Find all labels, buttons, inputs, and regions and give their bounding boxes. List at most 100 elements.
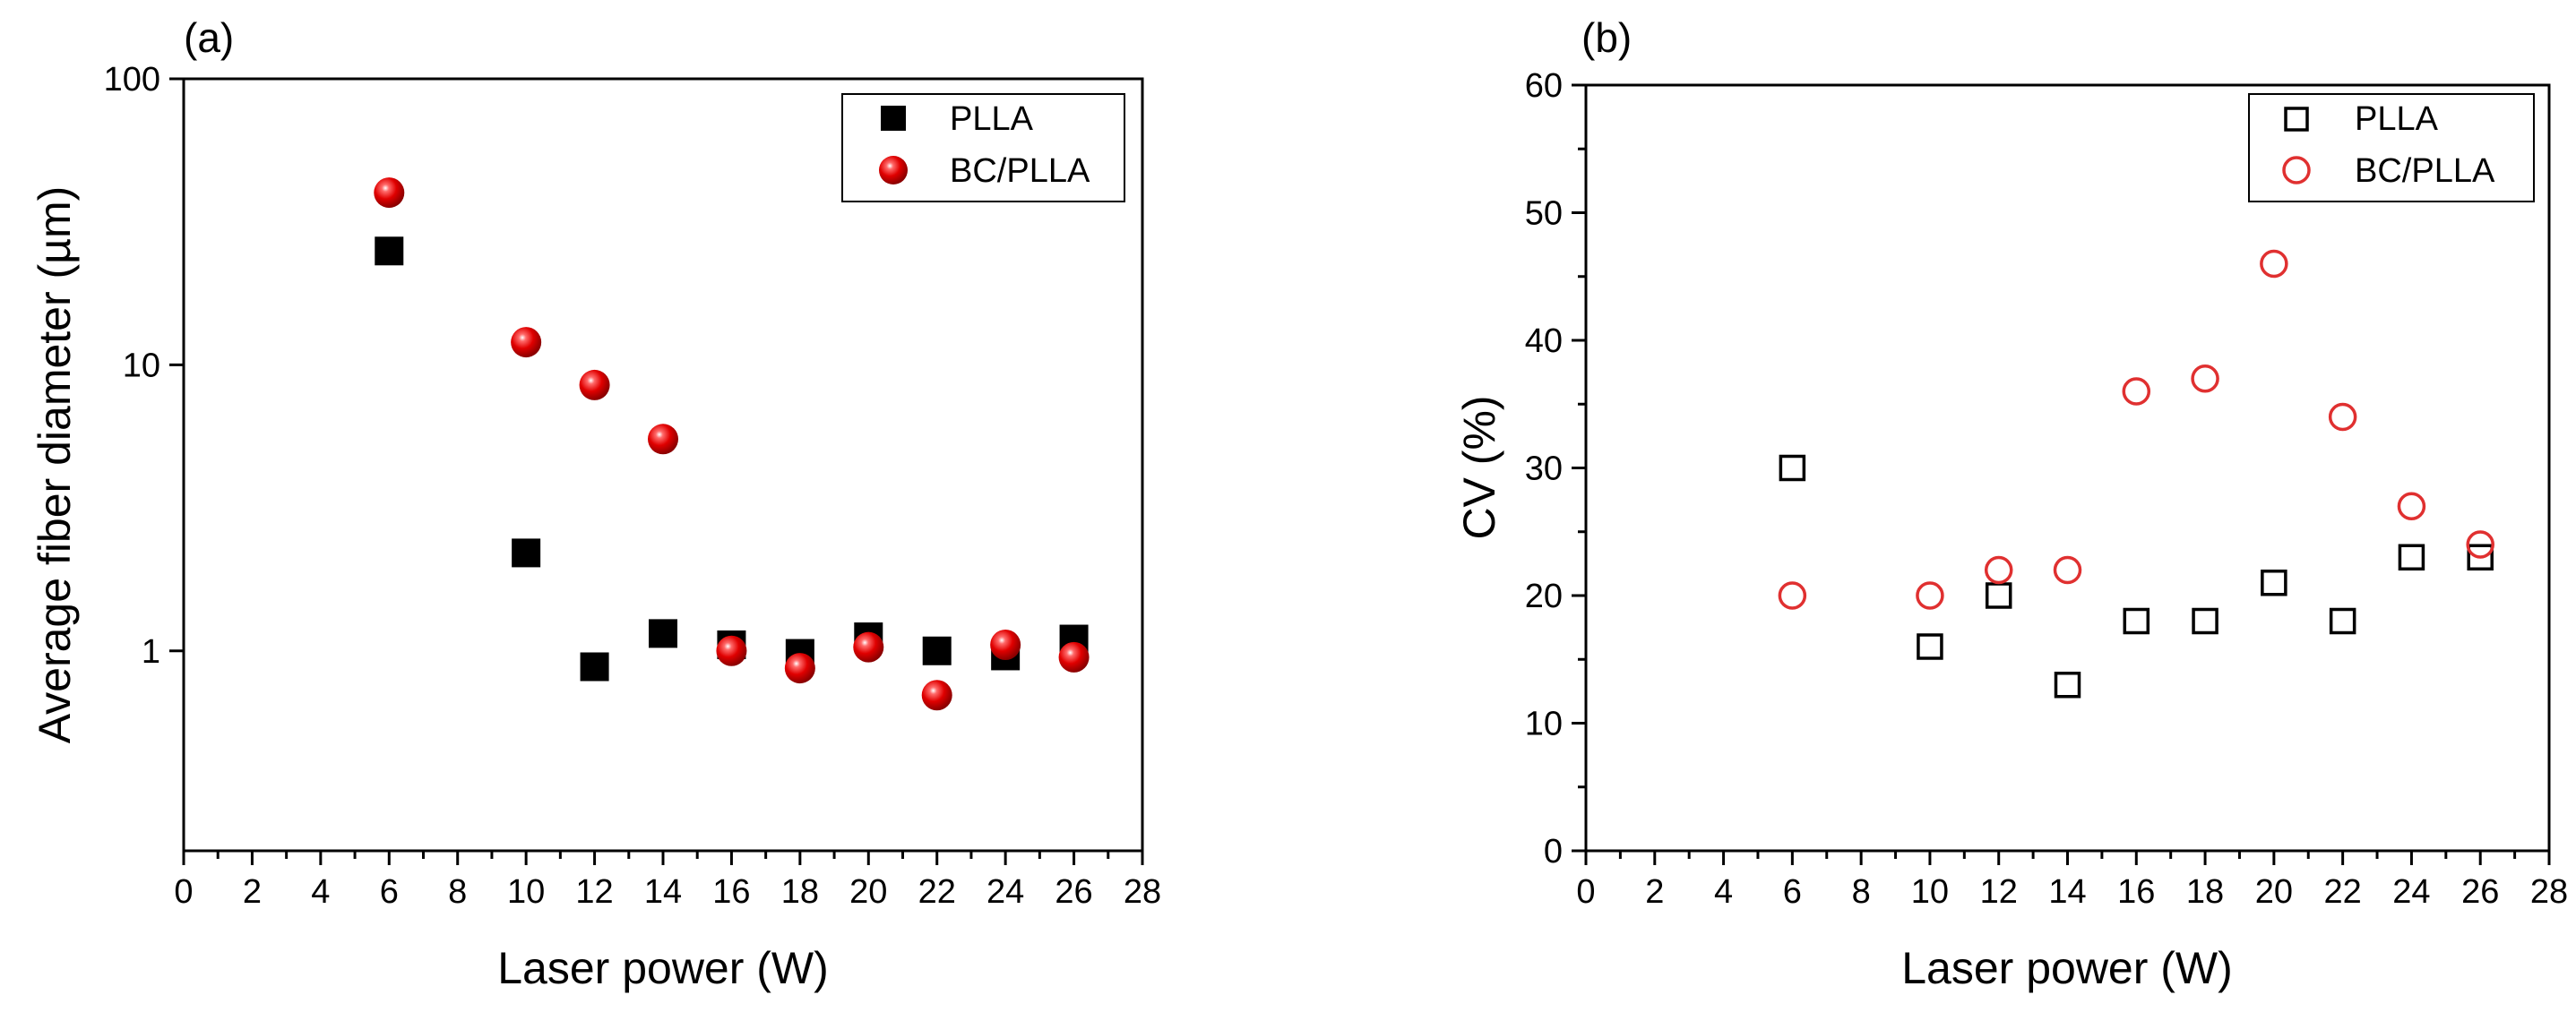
x-tick-label: 14 — [644, 873, 682, 911]
x-tick-label: 28 — [2530, 873, 2568, 911]
data-point-bc-plla-6w — [1778, 581, 1807, 610]
data-point-bc-plla-12w — [1984, 555, 2013, 585]
x-tick-label: 16 — [2117, 873, 2155, 911]
data-point-plla-14w — [2054, 672, 2081, 699]
y-tick-label: 100 — [104, 61, 160, 99]
data-point-bc-plla-16w — [2122, 377, 2151, 406]
panel-a-legend-plla: PLLA — [950, 100, 1034, 138]
panel-a-legend: PLLA BC/PLLA — [841, 93, 1125, 202]
legend-marker-plla-filled-square — [881, 106, 906, 131]
x-tick-label: 12 — [575, 873, 613, 911]
x-tick-label: 24 — [986, 873, 1024, 911]
y-tick-label: 1 — [142, 633, 160, 671]
panel-b-label: (b) — [1581, 14, 1632, 61]
panel-b-legend-bcplla: BC/PLLA — [2355, 152, 2495, 190]
x-tick-label: 10 — [1911, 873, 1949, 911]
data-point-plla-10w — [1917, 633, 1943, 660]
data-point-plla-10w — [512, 538, 541, 568]
data-point-bc-plla-10w — [511, 327, 542, 358]
x-tick-label: 22 — [918, 873, 956, 911]
x-tick-label: 26 — [1055, 873, 1092, 911]
panel-b-x-ticks: 0 2 4 6 8 10 12 14 16 18 20 22 24 26 28 — [1576, 851, 2568, 911]
data-point-bc-plla-20w — [853, 631, 884, 663]
x-tick-label: 8 — [1852, 873, 1871, 911]
data-point-plla-22w — [2329, 607, 2356, 635]
x-tick-label: 24 — [2392, 873, 2430, 911]
y-tick-label: 20 — [1525, 578, 1563, 615]
panel-a-data-points — [374, 177, 1090, 711]
data-point-plla-14w — [649, 619, 677, 648]
x-tick-label: 20 — [849, 873, 887, 911]
y-tick-label: 50 — [1525, 195, 1563, 233]
data-point-bc-plla-10w — [1916, 581, 1944, 610]
panel-b-x-axis-label: Laser power (W) — [1901, 943, 2233, 993]
x-tick-label: 22 — [2324, 873, 2362, 911]
y-tick-label: 0 — [1544, 833, 1563, 870]
panel-b-legend-plla: PLLA — [2355, 100, 2439, 138]
x-tick-label: 28 — [1124, 873, 1161, 911]
x-tick-label: 12 — [1980, 873, 2018, 911]
data-point-plla-6w — [375, 236, 404, 266]
data-point-plla-6w — [1779, 454, 1806, 482]
data-point-bc-plla-14w — [648, 424, 678, 455]
y-tick-label: 30 — [1525, 450, 1563, 488]
panel-b-chart: (b) 0 2 4 6 8 10 12 14 16 18 20 22 24 26 28 0102030405… — [1454, 14, 2568, 993]
panel-b-data-points — [1778, 249, 2494, 699]
data-point-plla-22w — [922, 636, 952, 665]
data-point-plla-20w — [2261, 570, 2287, 596]
x-tick-label: 18 — [2186, 873, 2224, 911]
data-point-bc-plla-22w — [2328, 402, 2357, 432]
panel-a-label: (a) — [184, 14, 234, 61]
panel-a-x-ticks: 0 2 4 6 8 10 12 14 16 18 20 22 24 26 28 — [174, 851, 1161, 911]
data-point-plla-26w — [2467, 544, 2494, 570]
x-tick-label: 18 — [781, 873, 819, 911]
data-point-bc-plla-14w — [2053, 555, 2082, 585]
y-tick-label: 40 — [1525, 322, 1563, 360]
data-point-plla-24w — [2398, 544, 2425, 570]
y-tick-label: 10 — [1525, 706, 1563, 743]
panel-a-y-ticks: 1 10 100 — [104, 61, 184, 671]
data-point-bc-plla-26w — [2466, 530, 2494, 559]
panel-a-legend-bcplla: BC/PLLA — [950, 152, 1090, 190]
x-tick-label: 4 — [1714, 873, 1733, 911]
data-point-bc-plla-16w — [716, 635, 747, 666]
data-point-plla-12w — [1985, 582, 2012, 609]
legend-marker-bcplla-sphere — [879, 156, 908, 184]
data-point-plla-16w — [2123, 607, 2150, 635]
legend-marker-bcplla-open-circle — [2282, 156, 2311, 184]
y-tick-label: 60 — [1525, 67, 1563, 105]
x-tick-label: 8 — [448, 873, 467, 911]
x-tick-label: 26 — [2461, 873, 2499, 911]
legend-marker-plla-open-square — [2284, 107, 2309, 132]
data-point-bc-plla-26w — [1058, 641, 1090, 673]
data-point-bc-plla-24w — [990, 629, 1021, 660]
x-tick-label: 2 — [243, 873, 262, 911]
data-point-bc-plla-20w — [2260, 249, 2288, 279]
panel-a-y-axis-label: Average fiber diameter (µm) — [30, 186, 80, 744]
x-tick-label: 6 — [380, 873, 399, 911]
data-point-bc-plla-6w — [374, 177, 405, 209]
data-point-bc-plla-18w — [784, 653, 815, 684]
x-tick-label: 0 — [1576, 873, 1595, 911]
y-tick-label: 10 — [123, 347, 160, 384]
data-point-plla-12w — [580, 652, 609, 682]
x-tick-label: 0 — [174, 873, 193, 911]
data-point-plla-18w — [2192, 607, 2218, 635]
x-tick-label: 2 — [1645, 873, 1664, 911]
x-tick-label: 14 — [2048, 873, 2086, 911]
x-tick-label: 20 — [2255, 873, 2293, 911]
data-point-bc-plla-12w — [579, 369, 610, 400]
x-tick-label: 6 — [1783, 873, 1802, 911]
panel-b-y-ticks: 0 10 20 30 40 50 60 — [1525, 67, 1586, 870]
data-point-bc-plla-24w — [2397, 492, 2426, 520]
x-tick-label: 4 — [311, 873, 330, 911]
data-point-bc-plla-18w — [2191, 364, 2219, 393]
x-tick-label: 10 — [507, 873, 545, 911]
panel-a-x-axis-label: Laser power (W) — [497, 943, 829, 993]
panel-b-legend: PLLA BC/PLLA — [2248, 93, 2535, 202]
panel-b-y-axis-label: CV (%) — [1454, 395, 1504, 539]
data-point-bc-plla-22w — [921, 680, 952, 711]
x-tick-label: 16 — [712, 873, 750, 911]
